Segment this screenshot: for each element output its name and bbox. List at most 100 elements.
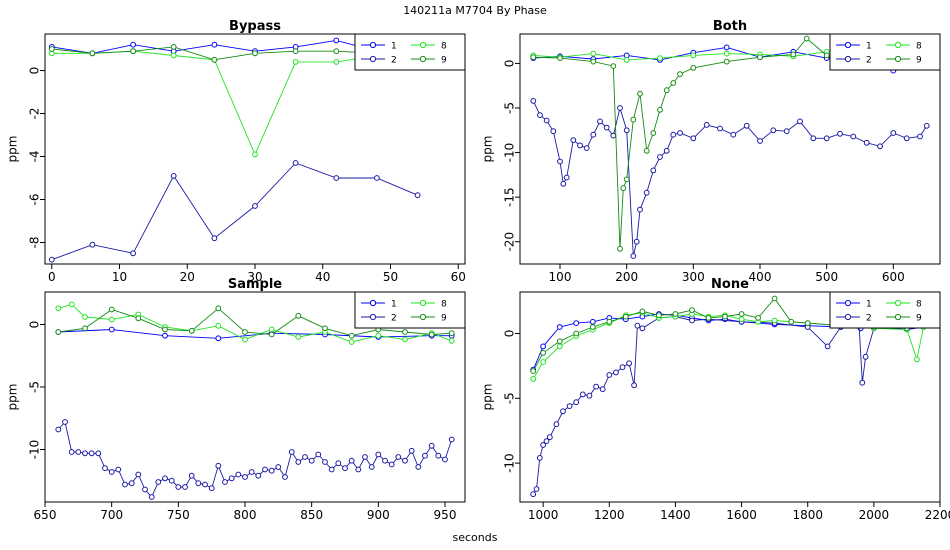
y-tick-label: -10 bbox=[503, 143, 517, 163]
x-tick-label: 40 bbox=[315, 270, 330, 284]
data-point-2 bbox=[560, 180, 567, 187]
data-point-2 bbox=[175, 484, 182, 490]
data-point-9 bbox=[623, 176, 630, 183]
data-point-2 bbox=[182, 484, 188, 490]
data-point-2 bbox=[315, 451, 322, 458]
legend-marker-9 bbox=[894, 313, 902, 321]
data-point-2 bbox=[188, 472, 195, 479]
y-tick-label: -4 bbox=[28, 151, 42, 163]
data-point-9 bbox=[657, 106, 663, 113]
data-point-2 bbox=[402, 457, 408, 464]
data-point-8 bbox=[252, 151, 258, 158]
data-point-2 bbox=[275, 464, 282, 470]
series-line-2 bbox=[51, 162, 418, 261]
data-point-8 bbox=[540, 359, 546, 365]
data-point-2 bbox=[550, 128, 557, 135]
legend-label-1: 1 bbox=[391, 300, 397, 310]
data-point-8 bbox=[268, 326, 275, 333]
series-line-9 bbox=[532, 297, 924, 372]
data-point-2 bbox=[395, 454, 402, 460]
data-point-2 bbox=[414, 192, 421, 199]
data-point-9 bbox=[656, 312, 662, 319]
data-point-9 bbox=[573, 330, 580, 337]
data-point-2 bbox=[89, 241, 96, 248]
data-point-2 bbox=[824, 343, 831, 350]
data-point-2 bbox=[252, 203, 258, 209]
legend-marker-2 bbox=[844, 313, 852, 321]
y-tick-label: -10 bbox=[28, 440, 42, 460]
series-line-2 bbox=[532, 316, 924, 495]
data-point-8 bbox=[690, 52, 697, 59]
data-point-8 bbox=[590, 50, 597, 57]
legend-marker-1 bbox=[844, 299, 852, 307]
data-point-2 bbox=[703, 122, 710, 128]
legend-box bbox=[354, 33, 466, 71]
data-point-9 bbox=[333, 48, 340, 55]
data-point-2 bbox=[255, 472, 262, 479]
data-point-2 bbox=[322, 459, 328, 465]
data-point-2 bbox=[631, 382, 638, 389]
data-point-2 bbox=[599, 386, 606, 393]
data-point-2 bbox=[917, 133, 923, 140]
series-group bbox=[55, 301, 455, 500]
panel-title: Both bbox=[713, 19, 747, 34]
data-point-2 bbox=[593, 383, 599, 390]
data-point-2 bbox=[142, 486, 148, 493]
data-point-2 bbox=[543, 438, 550, 445]
y-tick-label: -20 bbox=[503, 232, 517, 252]
data-point-9 bbox=[89, 50, 96, 57]
data-point-2 bbox=[435, 452, 442, 459]
x-tick-label: 1800 bbox=[792, 508, 823, 522]
data-point-2 bbox=[68, 449, 75, 455]
data-point-8 bbox=[771, 317, 778, 324]
data-point-2 bbox=[155, 479, 162, 485]
data-point-2 bbox=[690, 135, 697, 142]
data-point-9 bbox=[622, 313, 629, 320]
data-point-2 bbox=[62, 419, 68, 425]
data-point-9 bbox=[755, 315, 762, 321]
data-point-2 bbox=[108, 469, 115, 475]
plot-frame bbox=[519, 33, 941, 265]
y-tick-label: -5 bbox=[503, 102, 517, 114]
x-tick-label: 10 bbox=[112, 270, 127, 284]
legend-label-9: 9 bbox=[441, 314, 447, 324]
data-point-2 bbox=[757, 138, 763, 144]
y-tick-label: -2 bbox=[28, 108, 42, 120]
data-point-2 bbox=[613, 369, 619, 376]
data-point-2 bbox=[115, 466, 122, 473]
data-point-8 bbox=[82, 314, 88, 320]
data-point-2 bbox=[689, 317, 695, 324]
y-tick-label: 0 bbox=[28, 67, 42, 75]
data-point-2 bbox=[553, 421, 560, 428]
data-point-2 bbox=[637, 206, 643, 213]
data-point-8 bbox=[623, 57, 630, 63]
x-tick-label: 30 bbox=[247, 270, 262, 284]
data-point-8 bbox=[657, 55, 663, 61]
data-point-2 bbox=[597, 118, 603, 125]
x-tick-label: 200 bbox=[615, 270, 638, 284]
series-line-2 bbox=[532, 100, 928, 257]
data-point-9 bbox=[617, 245, 623, 252]
data-point-8 bbox=[723, 50, 730, 57]
data-point-9 bbox=[643, 147, 650, 154]
data-point-9 bbox=[130, 48, 137, 55]
data-point-2 bbox=[102, 465, 108, 472]
data-point-8 bbox=[914, 356, 920, 363]
data-point-2 bbox=[850, 133, 857, 140]
data-point-2 bbox=[610, 132, 617, 139]
data-point-2 bbox=[630, 253, 637, 259]
data-point-2 bbox=[308, 457, 315, 464]
panel-title: None bbox=[711, 277, 749, 292]
data-point-2 bbox=[634, 322, 641, 329]
y-tick-label: -15 bbox=[503, 187, 517, 207]
legend-box bbox=[354, 291, 466, 329]
data-point-9 bbox=[639, 308, 646, 315]
x-tick-label: 60 bbox=[451, 270, 466, 284]
data-point-2 bbox=[619, 364, 626, 371]
legend-marker-2 bbox=[844, 55, 852, 63]
legend-label-9: 9 bbox=[916, 56, 922, 66]
data-point-2 bbox=[657, 154, 663, 160]
y-tick-label: 0 bbox=[28, 321, 42, 329]
data-point-2 bbox=[837, 130, 843, 137]
data-point-2 bbox=[55, 426, 62, 433]
